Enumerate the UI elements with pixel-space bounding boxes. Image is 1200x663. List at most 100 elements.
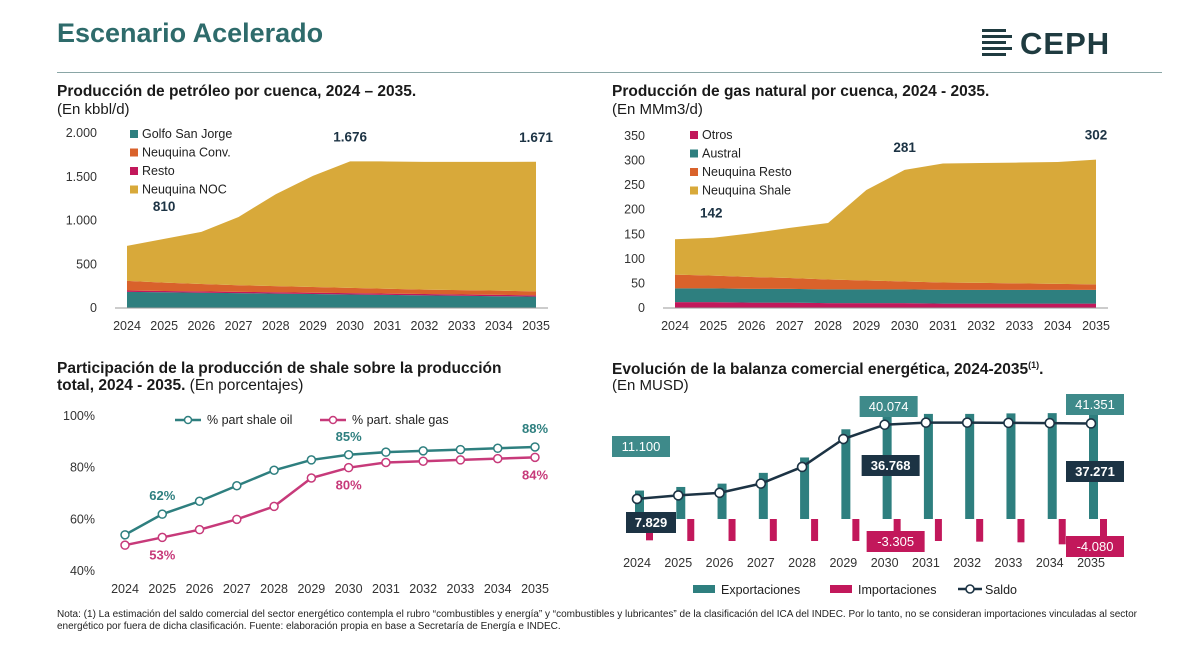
total-label: 810 <box>153 199 176 214</box>
x-tick-label: 2032 <box>953 556 981 570</box>
x-tick-label: 2033 <box>447 582 475 596</box>
saldo-point <box>961 417 973 428</box>
oil-production-chart: 0 500 1.000 1.500 2.000 2024 2025 2026 2027 2028 2… <box>66 126 554 333</box>
x-tick-label: 2030 <box>336 319 364 333</box>
y-tick-label: 100 <box>624 252 645 266</box>
value-label: 36.768 <box>871 458 911 473</box>
x-tick-label: 2026 <box>186 582 214 596</box>
saldo-point <box>1044 417 1056 429</box>
total-label: 1.671 <box>519 130 553 145</box>
legend-label: Saldo <box>985 583 1017 597</box>
value-box <box>626 512 676 533</box>
import-bar <box>811 519 819 541</box>
import-bar <box>728 519 736 541</box>
data-point <box>157 532 168 543</box>
x-tick-label: 2034 <box>1044 319 1072 333</box>
data-point <box>157 509 168 519</box>
x-tick-label: 2033 <box>1006 319 1034 333</box>
legend-swatch <box>830 585 852 593</box>
x-tick-label: 2028 <box>788 556 816 570</box>
export-bar <box>923 413 933 519</box>
value-label: -3.305 <box>877 534 914 549</box>
line--part-shale-gas <box>124 456 536 547</box>
legend-label: Resto <box>142 164 175 178</box>
data-point <box>269 501 279 512</box>
area-neuquina-resto <box>675 274 1096 290</box>
legend-marker <box>183 415 193 425</box>
y-tick-label: 1.500 <box>66 170 97 184</box>
value-box <box>612 436 670 457</box>
legend-label: Otros <box>702 128 733 142</box>
x-tick-label: 2035 <box>522 319 550 333</box>
export-bar <box>1006 413 1016 519</box>
legend-marker <box>328 415 338 425</box>
gas-chart-subtitle: (En MMm3/d) <box>612 101 703 118</box>
legend-label: Austral <box>702 147 741 161</box>
x-tick-label: 2031 <box>929 319 957 333</box>
data-point <box>343 450 354 460</box>
x-tick-label: 2029 <box>297 582 325 596</box>
y-tick-label: 2.000 <box>66 126 97 140</box>
area-neuquina-conv- <box>127 280 536 296</box>
export-bar <box>717 483 727 519</box>
x-tick-label: 2032 <box>967 319 995 333</box>
x-tick-label: 2033 <box>995 556 1023 570</box>
x-tick-label: 2027 <box>747 556 775 570</box>
x-tick-label: 2027 <box>776 319 804 333</box>
legend-label: % part shale oil <box>207 413 292 427</box>
data-point <box>194 496 205 506</box>
x-tick-label: 2035 <box>521 582 549 596</box>
x-tick-label: 2029 <box>852 319 880 333</box>
gas-production-chart: 0 50 100 150 200 250 300 350 2024 2025 2026 2027 202… <box>624 128 1110 333</box>
x-tick-label: 2031 <box>372 582 400 596</box>
y-tick-label: 0 <box>90 301 97 315</box>
data-point <box>455 444 466 455</box>
data-point <box>306 455 317 465</box>
legend-label: Neuquina Conv. <box>142 146 231 160</box>
x-tick-label: 2029 <box>299 319 327 333</box>
balance-chart-title-text: Evolución de la balanza comercial energé… <box>612 361 1029 379</box>
oil-chart-title: Producción de petróleo por cuenca, 2024 … <box>57 83 417 100</box>
data-label: 84% <box>522 467 548 482</box>
x-tick-label: 2034 <box>485 319 513 333</box>
balance-chart-title-end: . <box>1039 361 1044 379</box>
y-tick-label: 500 <box>76 257 97 271</box>
legend-swatch <box>690 149 698 158</box>
x-tick-label: 2034 <box>484 582 512 596</box>
export-bar <box>635 490 644 519</box>
x-tick-label: 2025 <box>664 556 692 570</box>
y-tick-label: 350 <box>624 129 645 143</box>
y-tick-label: 200 <box>624 203 645 217</box>
legend-swatch <box>130 167 138 175</box>
x-tick-label: 2028 <box>260 582 288 596</box>
import-bar <box>852 519 860 541</box>
y-tick-label: 0 <box>638 301 645 315</box>
area-austral <box>675 288 1096 304</box>
balance-chart-subtitle: (En MUSD) <box>612 377 689 394</box>
data-label: 88% <box>522 421 548 436</box>
x-tick-label: 2026 <box>738 319 766 333</box>
saldo-point <box>714 487 725 499</box>
legend-label: Neuquina Resto <box>702 165 792 179</box>
x-tick-label: 2024 <box>661 319 689 333</box>
area-otros <box>675 302 1096 308</box>
legend-swatch <box>130 148 138 157</box>
x-tick-label: 2025 <box>699 319 727 333</box>
legend-label: Golfo San Jorge <box>142 127 232 141</box>
value-label: 41.351 <box>1075 397 1115 412</box>
data-point <box>530 452 540 463</box>
x-tick-label: 2035 <box>1082 319 1110 333</box>
saldo-point <box>1003 417 1014 429</box>
data-point <box>269 465 279 475</box>
data-point <box>232 481 242 491</box>
y-tick-label: 250 <box>624 178 645 192</box>
ceph-logo: CEPH <box>980 26 1130 62</box>
import-bar <box>769 519 777 541</box>
x-tick-label: 2032 <box>409 582 437 596</box>
value-box <box>859 396 918 417</box>
export-bar <box>841 429 851 519</box>
import-bar <box>687 519 695 541</box>
export-bar <box>758 472 768 519</box>
shale-share-chart: 40% 60% 80% 100% 2024 2025 2026 2027 2028 2029 203… <box>63 409 549 596</box>
data-point <box>381 457 391 468</box>
